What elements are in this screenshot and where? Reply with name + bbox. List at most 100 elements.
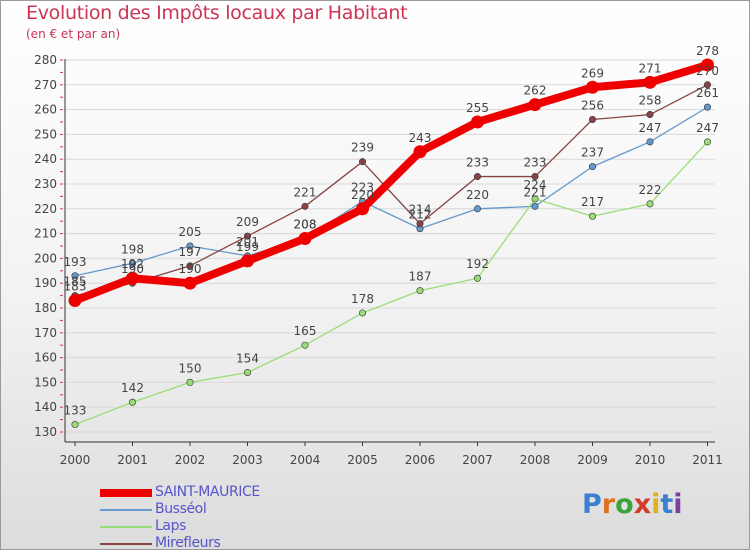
data-label: 270: [696, 64, 719, 78]
data-label: 271: [639, 61, 662, 75]
data-label: 199: [236, 240, 259, 254]
data-label: 233: [524, 156, 547, 170]
data-point: [703, 103, 711, 111]
proxiti-logo: Proxiti: [582, 489, 683, 520]
data-label: 262: [524, 84, 547, 98]
data-point: [473, 274, 481, 282]
series-line-laps: [74, 141, 709, 426]
logo-letter: r: [601, 489, 616, 520]
y-tick-label: 140: [34, 400, 57, 414]
data-label: 255: [466, 101, 489, 115]
legend-label: SAINT-MAURICE: [155, 484, 260, 500]
y-tick-label: 230: [34, 177, 57, 191]
data-label: 220: [351, 188, 374, 202]
data-label: 197: [179, 245, 202, 259]
data-point: [126, 271, 139, 285]
data-label: 198: [121, 242, 144, 256]
data-point: [588, 212, 596, 220]
y-tick-label: 170: [34, 326, 57, 340]
data-label: 201: [236, 235, 259, 249]
data-label: 150: [179, 361, 202, 375]
series-line-busséol: [74, 106, 709, 277]
legend-item: SAINT-MAURICE: [100, 484, 360, 502]
data-label: 205: [179, 225, 202, 239]
data-point: [358, 309, 366, 317]
data-label: 193: [64, 255, 87, 269]
data-point: [71, 421, 79, 429]
data-point: [646, 138, 654, 146]
data-label: 269: [581, 66, 604, 80]
data-label: 239: [351, 141, 374, 155]
y-tick-label: 260: [34, 103, 57, 117]
legend-item: Busséol: [100, 501, 360, 519]
data-label: 256: [581, 99, 604, 113]
legend-label: Busséol: [155, 501, 207, 517]
x-tick-label: 2007: [462, 453, 493, 467]
data-point: [588, 116, 596, 124]
x-tick-label: 2008: [520, 453, 551, 467]
data-point: [183, 276, 197, 290]
data-label: 154: [236, 351, 259, 365]
data-point: [703, 81, 711, 89]
data-label: 221: [294, 185, 317, 199]
logo-letter: t: [660, 489, 674, 520]
data-label: 212: [409, 208, 432, 222]
data-point: [416, 287, 424, 295]
data-point: [646, 200, 654, 208]
y-tick-label: 220: [34, 202, 57, 216]
data-label: 237: [581, 146, 604, 160]
data-label: 258: [639, 94, 662, 108]
data-point: [186, 242, 194, 250]
legend-swatch: [100, 543, 152, 545]
y-tick-label: 160: [34, 351, 57, 365]
data-point: [586, 80, 599, 94]
x-tick-label: 2000: [60, 453, 91, 467]
logo-letter: o: [615, 489, 634, 520]
data-label: 224: [524, 178, 547, 192]
data-point: [528, 98, 542, 112]
data-label: 209: [236, 215, 259, 229]
data-point: [129, 398, 137, 406]
series-line-saint-maurice: [71, 60, 712, 305]
data-point: [473, 205, 481, 213]
data-point: [298, 232, 312, 246]
data-label: 190: [179, 262, 202, 276]
data-point: [71, 272, 79, 280]
y-tick-label: 210: [34, 227, 57, 241]
data-point: [358, 158, 366, 166]
data-point: [301, 341, 309, 349]
data-label: 133: [64, 404, 87, 418]
data-label: 192: [121, 257, 144, 271]
x-tick-label: 2005: [347, 453, 378, 467]
x-tick-label: 2004: [290, 453, 321, 467]
x-tick-label: 2003: [232, 453, 263, 467]
data-point: [186, 378, 194, 386]
data-point: [531, 195, 539, 203]
logo-letter: i: [673, 489, 683, 520]
data-label: 208: [294, 218, 317, 232]
data-point: [244, 368, 252, 376]
data-point: [416, 220, 424, 228]
series-line-mirefleurs: [74, 84, 709, 297]
chart-subtitle: (en € et par an): [26, 27, 121, 41]
data-label: 261: [696, 86, 719, 100]
legend-swatch: [100, 526, 152, 528]
data-label: 208: [294, 218, 317, 232]
data-point: [68, 294, 82, 308]
x-tick-label: 2011: [692, 453, 723, 467]
data-label: 178: [351, 292, 374, 306]
x-tick-label: 2006: [405, 453, 436, 467]
y-tick-label: 270: [34, 78, 57, 92]
legend-item: Laps: [100, 518, 360, 536]
x-tick-label: 2001: [117, 453, 148, 467]
logo-letter: x: [633, 489, 652, 520]
data-label: 214: [409, 203, 432, 217]
data-label: 217: [581, 195, 604, 209]
data-label: 185: [64, 275, 87, 289]
data-point: [643, 75, 657, 89]
data-label: 223: [351, 180, 374, 194]
y-tick-label: 250: [34, 127, 57, 141]
data-label: 247: [639, 121, 662, 135]
data-point: [129, 259, 137, 267]
y-tick-label: 240: [34, 152, 57, 166]
